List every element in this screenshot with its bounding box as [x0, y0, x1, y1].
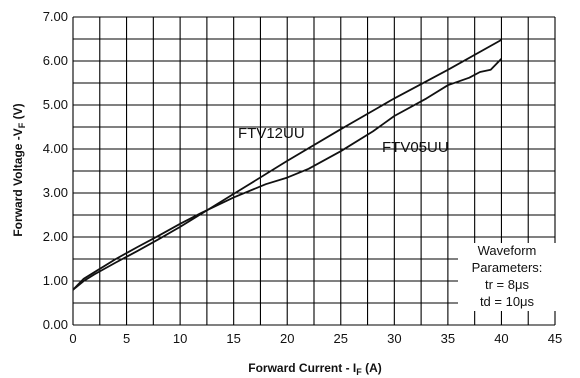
x-tick-label: 5 [123, 331, 130, 346]
waveform-parameters-box: Waveform Parameters: tr = 8μs td = 10μs [458, 243, 558, 311]
y-tick-label: 7.00 [43, 9, 68, 24]
series-line-ftv12uu [72, 39, 502, 291]
x-tick-label: 10 [173, 331, 187, 346]
annotation-line-1: Waveform [478, 243, 537, 258]
waveform-parameters-background [458, 243, 558, 311]
x-tick-label: 30 [387, 331, 401, 346]
x-tick-label: 40 [494, 331, 508, 346]
x-tick-label: 0 [69, 331, 76, 346]
x-axis-title: Forward Current - IF (A) [248, 361, 382, 377]
y-axis-title: Forward Voltage -VF (V) [11, 103, 27, 236]
x-tick-label: 20 [280, 331, 294, 346]
y-tick-label: 6.00 [43, 53, 68, 68]
y-tick-label: 5.00 [43, 97, 68, 112]
annotation-line-4: td = 10μs [480, 294, 535, 309]
series-line-ftv05uu [72, 58, 503, 291]
y-tick-label: 0.00 [43, 317, 68, 332]
x-tick-label: 45 [548, 331, 562, 346]
y-tick-labels: 0.00 1.00 2.00 3.00 4.00 5.00 6.00 7.00 [43, 9, 68, 332]
x-tick-label: 25 [334, 331, 348, 346]
y-tick-label: 3.00 [43, 185, 68, 200]
x-tick-label: 15 [226, 331, 240, 346]
x-tick-label: 35 [441, 331, 455, 346]
y-tick-label: 4.00 [43, 141, 68, 156]
annotation-line-3: tr = 8μs [485, 277, 529, 292]
series-label-ftv05uu: FTV05UU [382, 139, 449, 156]
y-tick-label: 2.00 [43, 229, 68, 244]
series-lines [72, 39, 503, 291]
annotation-line-2: Parameters: [472, 260, 543, 275]
x-tick-labels: 0 5 10 15 20 25 30 35 40 45 [69, 331, 562, 346]
y-tick-label: 1.00 [43, 273, 68, 288]
series-label-ftv12uu: FTV12UU [238, 125, 305, 142]
